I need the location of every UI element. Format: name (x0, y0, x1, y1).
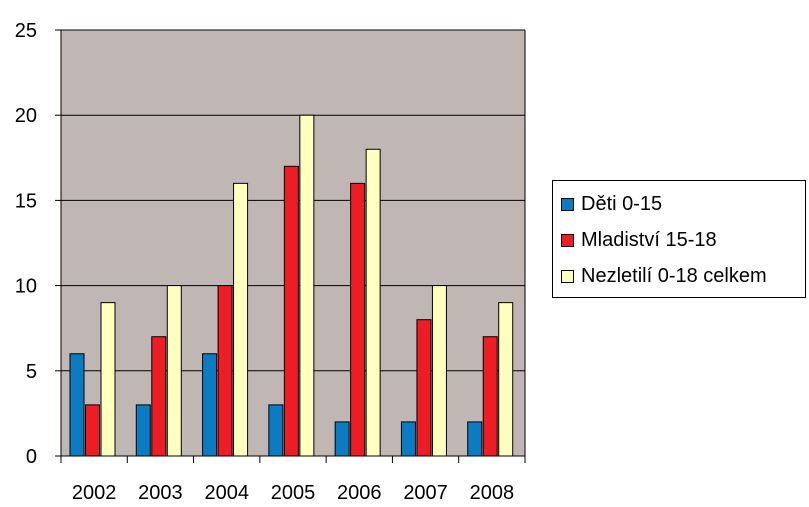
legend-swatch-deti (561, 197, 574, 211)
x-tick-label: 2004 (204, 482, 249, 502)
y-tick-label: 0 (26, 446, 37, 468)
legend-label-mladistvi: Mladiství 15-18 (581, 228, 717, 251)
bar-d-ti-0-15-2006 (334, 421, 350, 457)
x-tick-label: 2008 (470, 482, 515, 502)
bar-d-ti-0-15-2005 (268, 404, 284, 457)
bar-nezletil-0-18-celkem-2004 (233, 182, 249, 457)
bar-mladistv-15-18-2002 (85, 404, 100, 457)
bar-mladistv-15-18-2004 (217, 285, 233, 457)
bar-nezletil-0-18-celkem-2007 (431, 285, 447, 457)
legend-label-deti: Děti 0-15 (581, 192, 663, 215)
bar-d-ti-0-15-2007 (400, 421, 416, 457)
y-tick-label: 25 (15, 20, 37, 42)
bar-mladistv-15-18-2003 (151, 336, 167, 457)
bar-d-ti-0-15-2008 (467, 421, 483, 457)
bar-d-ti-0-15-2003 (135, 404, 151, 457)
legend-label-nezletili: Nezletilí 0-18 celkem (581, 264, 767, 287)
y-tick-label: 10 (15, 276, 37, 298)
legend-item-nezletili: Nezletilí 0-18 celkem (561, 263, 767, 289)
x-tick-label: 2002 (72, 482, 117, 502)
x-tick-label: 2007 (403, 482, 448, 502)
y-tick-label: 20 (15, 105, 37, 127)
bar-mladistv-15-18-2007 (416, 319, 432, 457)
bar-mladistv-15-18-2008 (482, 336, 498, 457)
y-tick-label: 15 (15, 190, 37, 212)
legend-item-deti: Děti 0-15 (561, 191, 662, 217)
bar-nezletil-0-18-celkem-2006 (365, 148, 381, 457)
bar-nezletil-0-18-celkem-2005 (299, 114, 315, 457)
bar-mladistv-15-18-2005 (283, 165, 299, 457)
legend: Děti 0-15 Mladiství 15-18 Nezletilí 0-18… (552, 180, 806, 298)
legend-swatch-mladistvi (561, 233, 574, 247)
bar-nezletil-0-18-celkem-2002 (100, 302, 116, 457)
x-tick-label: 2006 (337, 482, 382, 502)
y-tick-label: 5 (26, 361, 37, 383)
bar-d-ti-0-15-2004 (202, 353, 218, 457)
legend-swatch-nezletili (561, 269, 574, 283)
bar-nezletil-0-18-celkem-2008 (498, 302, 514, 457)
legend-item-mladistvi: Mladiství 15-18 (561, 227, 717, 253)
bar-mladistv-15-18-2006 (350, 182, 366, 457)
bar-d-ti-0-15-2002 (69, 353, 85, 457)
bar-nezletil-0-18-celkem-2003 (166, 285, 182, 457)
x-tick-label: 2003 (138, 482, 183, 502)
x-tick-label: 2005 (271, 482, 316, 502)
